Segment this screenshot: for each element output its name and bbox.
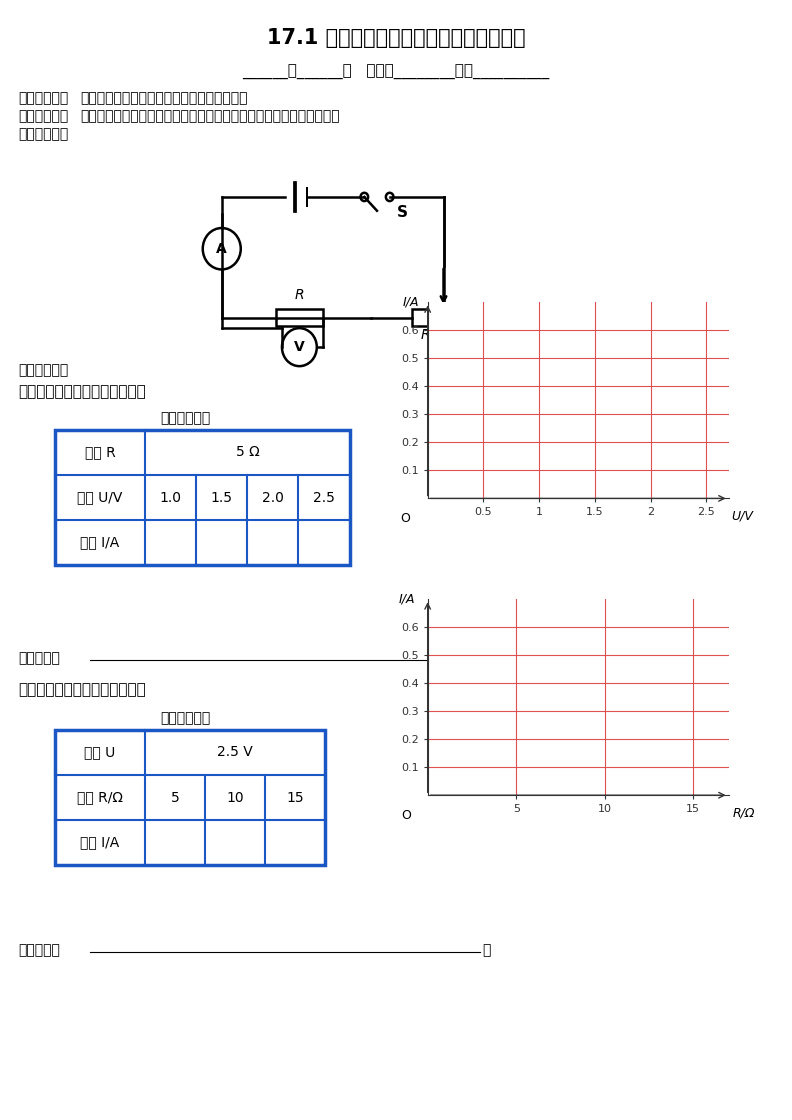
Text: 电阻 R/Ω: 电阻 R/Ω: [77, 791, 123, 804]
Text: O: O: [402, 809, 411, 822]
FancyBboxPatch shape: [55, 730, 325, 865]
Text: A: A: [216, 242, 227, 255]
FancyBboxPatch shape: [276, 309, 323, 326]
Text: O: O: [401, 513, 410, 525]
Text: 15: 15: [286, 791, 304, 804]
FancyBboxPatch shape: [55, 430, 350, 564]
Text: 1.0: 1.0: [159, 491, 181, 504]
Text: R': R': [421, 328, 435, 342]
Text: 电阻 R: 电阻 R: [85, 446, 116, 459]
Text: 2.5 V: 2.5 V: [217, 746, 253, 759]
Text: 实验数据表格: 实验数据表格: [160, 411, 210, 424]
Text: 实验数据表格: 实验数据表格: [160, 711, 210, 725]
Text: 2.5: 2.5: [313, 491, 335, 504]
Text: 2.0: 2.0: [261, 491, 284, 504]
Text: I/A: I/A: [402, 296, 419, 309]
Text: 10: 10: [227, 791, 244, 804]
Text: 实验一：探究电流与电压的关系: 实验一：探究电流与电压的关系: [18, 384, 146, 400]
Text: 【实验器材】: 【实验器材】: [18, 109, 68, 123]
Text: 图像: 图像: [611, 379, 628, 392]
Text: 电压 U/V: 电压 U/V: [78, 491, 123, 504]
Text: R/Ω: R/Ω: [732, 806, 755, 820]
Text: R: R: [295, 288, 304, 302]
Text: 。: 。: [562, 651, 570, 665]
Text: 5 Ω: 5 Ω: [236, 446, 259, 459]
Text: 【实验目的】: 【实验目的】: [18, 91, 68, 105]
Text: 研究导体中的电流与其两端电压和电阻的关系: 研究导体中的电流与其两端电压和电阻的关系: [80, 91, 247, 105]
Text: 【实验电路】: 【实验电路】: [18, 127, 68, 141]
Text: 1.5: 1.5: [211, 491, 233, 504]
Text: ______班______组   组长：________时间__________: ______班______组 组长：________时间__________: [242, 65, 550, 80]
Text: 电流 I/A: 电流 I/A: [80, 836, 120, 849]
Text: I/A: I/A: [399, 592, 415, 606]
Text: 17.1 电流与电压和电阻的关系实验报告单: 17.1 电流与电压和电阻的关系实验报告单: [267, 28, 525, 48]
Text: U/V: U/V: [731, 510, 752, 523]
Text: S: S: [397, 205, 408, 220]
Text: 实验结论：: 实验结论：: [18, 651, 60, 665]
Text: 5: 5: [170, 791, 179, 804]
Text: 电流 I/A: 电流 I/A: [80, 535, 120, 550]
Text: 图像: 图像: [611, 676, 628, 690]
Text: 电压 U: 电压 U: [85, 746, 116, 759]
Text: 实验二：探究电流与电压的关系: 实验二：探究电流与电压的关系: [18, 682, 146, 698]
Text: 电池组、开关、滑动变阻器、定值电阻、电流表、电压表、导线若干。: 电池组、开关、滑动变阻器、定值电阻、电流表、电压表、导线若干。: [80, 109, 340, 123]
Text: V: V: [294, 340, 305, 354]
FancyBboxPatch shape: [412, 309, 459, 326]
Text: 。: 。: [482, 943, 490, 956]
Text: 实验结论：: 实验结论：: [18, 943, 60, 956]
Text: 【实验过程】: 【实验过程】: [18, 363, 68, 377]
